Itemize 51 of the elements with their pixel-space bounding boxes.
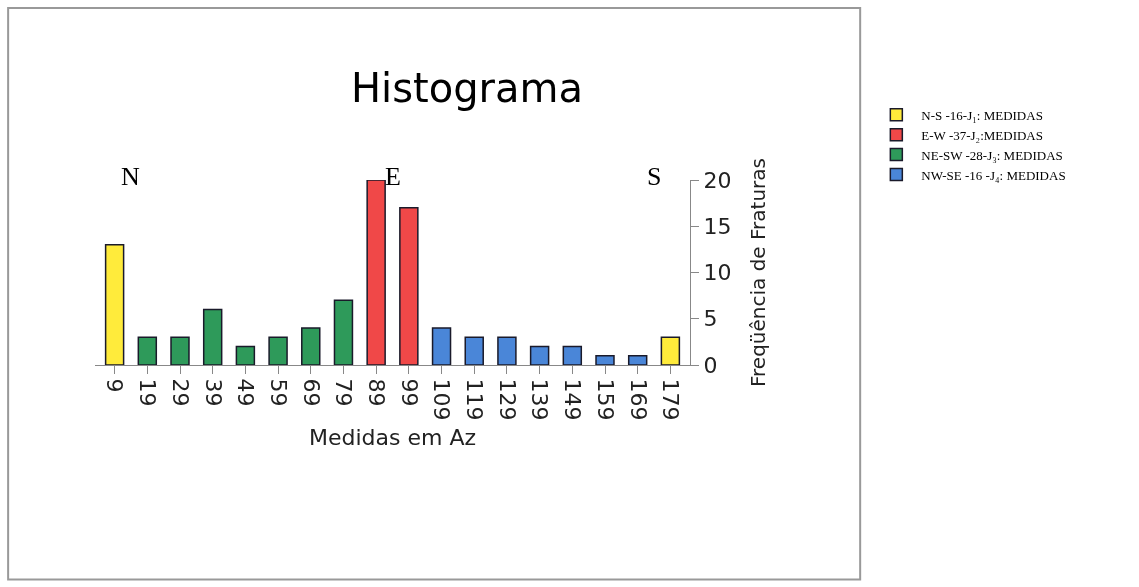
bar xyxy=(104,244,125,365)
x-tick-label: 139 xyxy=(527,378,553,421)
y-tick-label: 0 xyxy=(703,352,718,378)
legend-label: NW-SE -16 -J₄: MEDIDAS xyxy=(921,167,1066,183)
bar xyxy=(137,336,158,365)
y-tick-label: 10 xyxy=(703,260,732,286)
x-tick-label: 79 xyxy=(331,378,357,407)
bar xyxy=(366,180,386,365)
bar xyxy=(301,327,321,365)
x-tick-label: 119 xyxy=(462,378,488,421)
legend-label: N-S -16-J₁: MEDIDAS xyxy=(921,107,1043,123)
bar xyxy=(660,336,681,365)
bar xyxy=(235,345,256,365)
legend-label: NE-SW -28-J₃: MEDIDAS xyxy=(921,147,1063,163)
x-tick-label: 39 xyxy=(200,378,226,407)
x-tick-label: 69 xyxy=(298,378,324,407)
annotation: N xyxy=(121,162,140,191)
bar xyxy=(431,327,452,365)
bar xyxy=(562,345,583,365)
x-axis-title: Medidas em Az xyxy=(308,425,477,451)
x-tick-label: 19 xyxy=(135,378,161,407)
y-tick-label: 15 xyxy=(703,213,732,239)
x-tick-label: 159 xyxy=(592,378,618,421)
bar xyxy=(529,345,550,365)
y-axis-title: Freqüência de Fraturas xyxy=(745,158,770,387)
x-tick-label: 129 xyxy=(494,378,520,421)
x-tick-label: 49 xyxy=(233,378,259,407)
bar xyxy=(202,308,223,365)
y-tick-label: 20 xyxy=(703,167,732,193)
x-tick-label: 109 xyxy=(429,378,455,421)
x-tick-label: 29 xyxy=(167,378,193,407)
bar xyxy=(595,355,615,365)
annotation: E xyxy=(385,162,401,191)
bar xyxy=(497,336,517,365)
y-tick-label: 5 xyxy=(703,306,718,332)
bar xyxy=(170,336,190,365)
legend-label: E-W -37-J₂:MEDIDAS xyxy=(921,127,1043,143)
x-tick-label: 169 xyxy=(625,378,651,421)
x-tick-label: 179 xyxy=(658,378,684,421)
chart-title: Histograma xyxy=(350,65,583,112)
x-tick-label: 99 xyxy=(396,378,422,407)
bar xyxy=(627,355,648,365)
x-tick-label: 89 xyxy=(364,378,389,407)
annotation: S xyxy=(647,162,662,191)
bar xyxy=(399,207,419,365)
x-tick-label: 59 xyxy=(265,378,291,407)
bar xyxy=(333,299,354,365)
x-tick-label: 149 xyxy=(560,378,586,421)
bar xyxy=(268,336,288,365)
bar xyxy=(464,336,484,365)
x-tick-label: 9 xyxy=(102,378,128,393)
